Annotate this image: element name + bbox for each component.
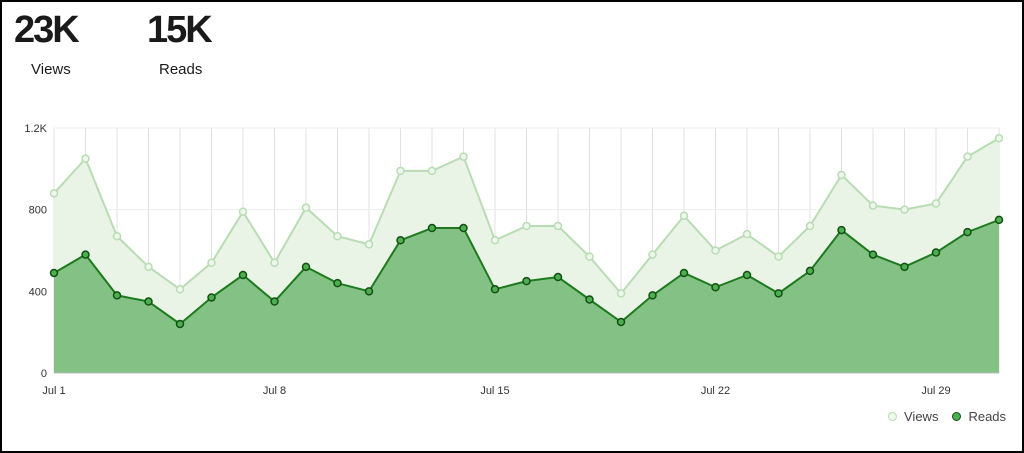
reads-area: [54, 219, 999, 373]
views-point: [301, 203, 311, 212]
reads-point: [333, 278, 342, 288]
reads-point: [81, 250, 90, 259]
x-tick-label: Jul 22: [701, 385, 730, 397]
reads-point: [774, 289, 783, 298]
reads-point: [270, 297, 279, 306]
reads-total: 15K: [147, 9, 213, 51]
views-point: [175, 285, 185, 294]
reads-point: [396, 236, 405, 245]
views-point: [270, 258, 279, 267]
y-tick-label: 0: [41, 368, 47, 380]
views-stat: 23K Views: [14, 8, 80, 79]
reads-label: Reads: [159, 61, 203, 78]
views-point: [49, 189, 59, 198]
legend-item-views[interactable]: Views: [888, 409, 938, 424]
reads-point: [490, 285, 500, 294]
reads-point: [648, 291, 657, 300]
reads-point: [553, 272, 563, 282]
views-point: [679, 211, 689, 221]
views-point: [805, 221, 815, 231]
reads-point: [742, 270, 752, 280]
reads-point: [49, 268, 59, 278]
views-point: [648, 250, 657, 259]
views-point: [931, 199, 941, 208]
views-point: [774, 252, 783, 261]
views-point: [112, 231, 122, 241]
reads-point: [837, 225, 846, 235]
reads-point: [522, 276, 531, 286]
reads-point: [112, 291, 122, 300]
x-tick-label: Jul 1: [42, 385, 65, 397]
reads-point: [238, 270, 248, 280]
reads-point: [175, 319, 185, 329]
views-point: [616, 289, 626, 298]
views-point: [900, 205, 909, 214]
reads-point: [931, 248, 941, 257]
x-tick-label: Jul 29: [921, 385, 950, 397]
views-point: [963, 152, 972, 161]
reads-point: [427, 223, 437, 233]
views-point: [490, 236, 500, 245]
views-point: [81, 154, 90, 163]
reads-point: [144, 297, 153, 306]
reads-stat: 15K Reads: [147, 8, 213, 79]
views-point: [585, 252, 594, 261]
reads-point: [679, 268, 689, 278]
chart-legend: Views Reads: [888, 409, 1020, 424]
reads-point: [805, 266, 815, 276]
legend-item-reads[interactable]: Reads: [952, 409, 1006, 424]
y-tick-label: 400: [29, 286, 47, 298]
x-tick-label: Jul 15: [480, 385, 509, 397]
reads-point: [301, 262, 311, 272]
reads-point: [207, 293, 216, 302]
reads-point: [900, 262, 909, 272]
views-point: [333, 231, 342, 241]
reads-point: [994, 215, 1004, 225]
views-point: [711, 246, 720, 255]
views-point: [742, 229, 752, 239]
reads-point: [711, 283, 720, 292]
views-point: [459, 152, 468, 161]
reads-point: [616, 317, 626, 327]
views-point: [994, 133, 1004, 143]
views-point: [837, 170, 846, 180]
views-legend-marker: [888, 412, 897, 421]
views-point: [238, 207, 248, 216]
views-point: [427, 166, 437, 176]
reads-point: [459, 223, 468, 233]
legend-label-reads: Reads: [968, 409, 1007, 424]
reads-point: [585, 295, 594, 304]
legend-label-views: Views: [904, 409, 939, 424]
views-total: 23K: [14, 9, 80, 51]
views-point: [364, 240, 374, 249]
views-point: [868, 201, 878, 210]
views-label: Views: [31, 61, 71, 78]
y-tick-label: 800: [29, 205, 47, 217]
reads-legend-marker: [952, 412, 962, 421]
x-tick-label: Jul 8: [263, 385, 286, 397]
views-point: [553, 221, 563, 231]
reads-point: [364, 287, 374, 296]
views-point: [396, 166, 405, 176]
views-point: [144, 262, 153, 272]
reads-point: [963, 227, 972, 237]
views-point: [207, 258, 216, 267]
views-point: [522, 221, 531, 231]
reads-point: [868, 250, 878, 259]
y-tick-label: 1.2K: [24, 123, 47, 135]
